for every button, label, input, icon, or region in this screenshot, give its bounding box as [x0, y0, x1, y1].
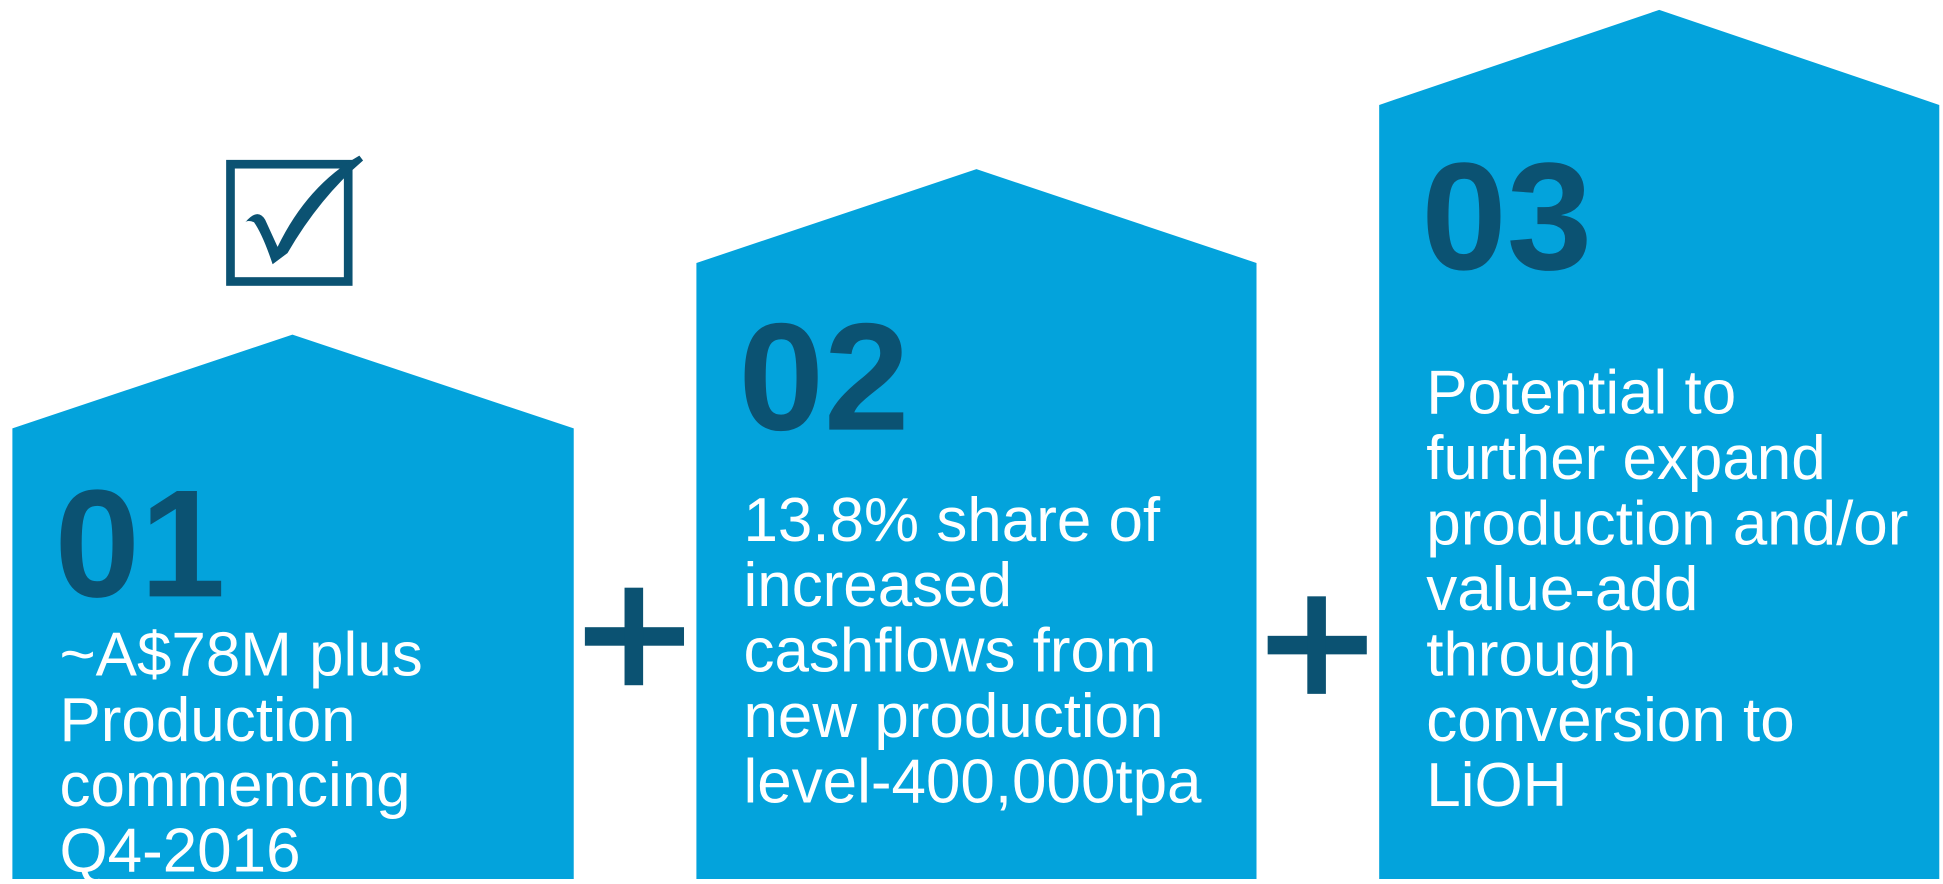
item-number: 03 — [1421, 130, 1592, 302]
house-3 — [1379, 9, 1940, 880]
item-text: LiOH — [1426, 751, 1567, 820]
item-text: ~A$78M plus — [59, 620, 422, 689]
item-text: increased — [743, 551, 1012, 620]
item-text: commencing — [59, 751, 410, 820]
house-2 — [696, 169, 1257, 880]
house-1 — [12, 334, 574, 880]
item-text: Potential to — [1426, 359, 1736, 428]
item-number: 02 — [739, 291, 910, 463]
item-text: production and/or — [1426, 490, 1908, 559]
item-text: conversion to — [1426, 686, 1794, 755]
item-text: 13.8% share of — [743, 486, 1160, 555]
item-text: value-add — [1426, 555, 1698, 624]
plus-2 — [1267, 596, 1367, 694]
checkbox — [226, 155, 364, 286]
plus-1 — [584, 587, 685, 686]
item-text: Q4-2016 — [59, 817, 300, 884]
item-text: Production — [59, 686, 355, 755]
item-text: cashflows from — [743, 617, 1156, 686]
item-number: 01 — [55, 458, 226, 630]
item-text: through — [1426, 620, 1636, 689]
item-text: new production — [743, 682, 1163, 751]
item-text: further expand — [1426, 424, 1825, 493]
item-text: level-400,000tpa — [743, 748, 1202, 817]
